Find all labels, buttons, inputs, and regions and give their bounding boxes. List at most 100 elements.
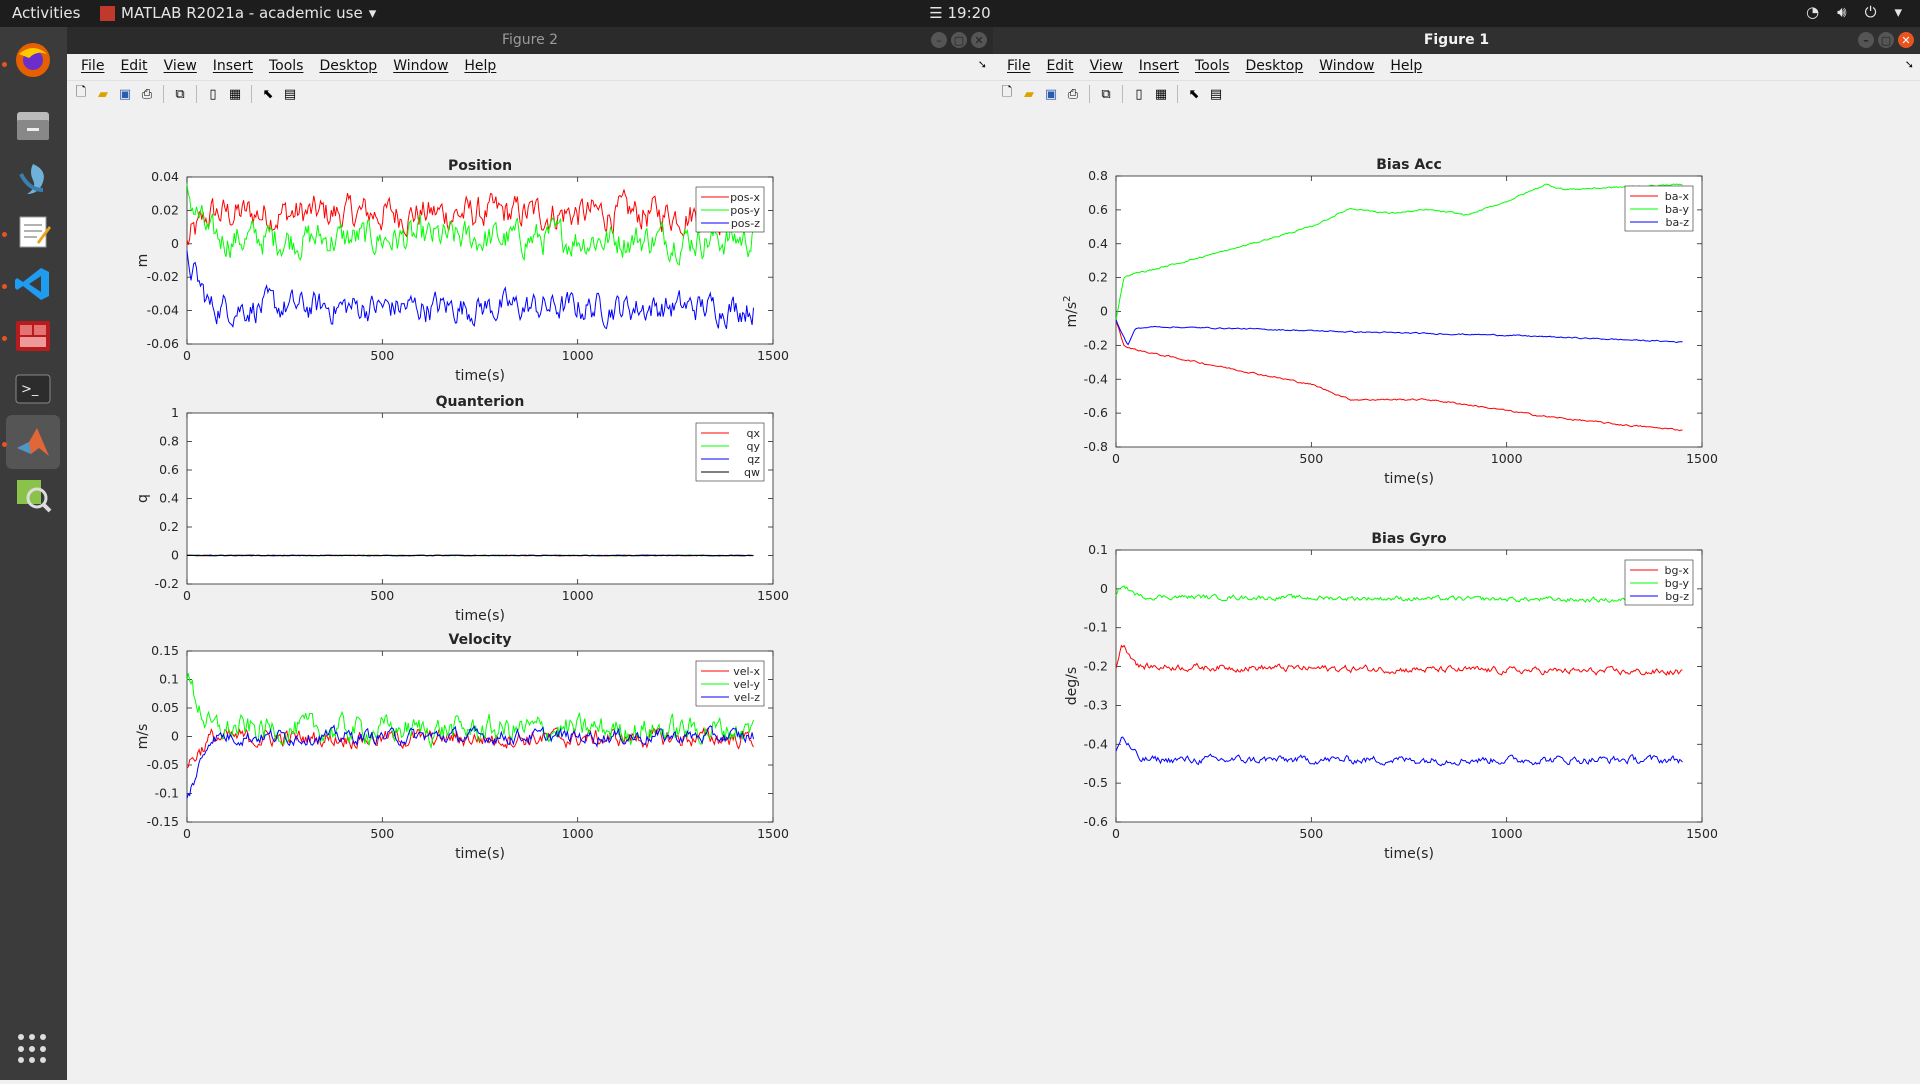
matlab-icon[interactable] bbox=[6, 415, 60, 469]
dock-figure-icon[interactable]: ➘ bbox=[1904, 58, 1914, 71]
app-menu[interactable]: MATLAB R2021a - academic use ▾ bbox=[100, 4, 376, 22]
text-editor-icon[interactable] bbox=[6, 205, 60, 259]
figure-1-titlebar[interactable]: Figure 1 – ▢ ✕ bbox=[993, 27, 1920, 54]
new-figure-icon[interactable]: 🗋 bbox=[75, 85, 87, 100]
minimize-icon[interactable]: – bbox=[931, 32, 947, 48]
show-apps-icon[interactable] bbox=[18, 1034, 48, 1064]
legend-label-pos-z: pos-z bbox=[731, 217, 760, 230]
menu-insert[interactable]: Insert bbox=[212, 58, 253, 74]
close-icon[interactable]: ✕ bbox=[1898, 32, 1914, 48]
edit-plot-icon[interactable]: ⬉ bbox=[262, 86, 274, 102]
image-viewer-icon[interactable] bbox=[6, 467, 60, 521]
menu-help[interactable]: Help bbox=[464, 58, 497, 74]
y-tick-label: -0.5 bbox=[1084, 775, 1108, 790]
y-tick-label: -0.2 bbox=[1084, 659, 1108, 674]
wifi-icon: ◔ bbox=[1806, 3, 1820, 21]
series-line-bg-y bbox=[1115, 585, 1683, 605]
new-figure-icon[interactable]: 🗋 bbox=[1001, 85, 1013, 100]
show-plot-tools-icon[interactable]: ▦ bbox=[1154, 86, 1168, 102]
legend-label-qy: qy bbox=[747, 440, 761, 453]
menu-edit[interactable]: Edit bbox=[120, 58, 148, 74]
show-plot-tools-icon[interactable]: ▦ bbox=[228, 86, 242, 102]
x-tick-label: 0 bbox=[183, 826, 191, 841]
x-axis-label: time(s) bbox=[455, 846, 505, 862]
x-tick-label: 1000 bbox=[562, 826, 594, 841]
menu-tools[interactable]: Tools bbox=[268, 58, 304, 74]
legend-label-bg-y: bg-y bbox=[1665, 577, 1690, 590]
menu-help[interactable]: Help bbox=[1390, 58, 1423, 74]
terminal-icon[interactable]: >_ bbox=[6, 362, 60, 416]
menu-window[interactable]: Window bbox=[393, 58, 449, 74]
series-line-pos-y bbox=[186, 183, 754, 266]
legend-label-ba-z: ba-z bbox=[1666, 216, 1690, 229]
x-tick-label: 1500 bbox=[1686, 826, 1718, 841]
series-line-bg-x bbox=[1115, 644, 1683, 676]
menu-desktop[interactable]: Desktop bbox=[319, 58, 378, 74]
maximize-icon[interactable]: ▢ bbox=[951, 32, 967, 48]
y-tick-label: 0.04 bbox=[151, 169, 179, 184]
close-icon[interactable]: ✕ bbox=[971, 32, 987, 48]
open-file-icon[interactable]: ▰ bbox=[1024, 86, 1034, 102]
minimize-icon[interactable]: – bbox=[1858, 32, 1874, 48]
volume-icon: 🔊︎ bbox=[1837, 3, 1847, 21]
y-axis-label: m/s2 bbox=[1062, 295, 1080, 327]
menu-view[interactable]: View bbox=[163, 58, 197, 74]
menu-desktop[interactable]: Desktop bbox=[1245, 58, 1304, 74]
menu-window[interactable]: Window bbox=[1319, 58, 1375, 74]
menu-file[interactable]: File bbox=[81, 58, 105, 74]
matlab-red-icon[interactable] bbox=[6, 309, 60, 363]
files-icon[interactable] bbox=[6, 99, 60, 153]
series-line-ba-y bbox=[1115, 183, 1683, 321]
clock[interactable]: ☰ 19:20 bbox=[929, 4, 990, 22]
y-tick-label: 0.6 bbox=[159, 462, 179, 477]
figure-2-titlebar[interactable]: Figure 2 – ▢ ✕ bbox=[67, 27, 993, 54]
open-property-inspector-icon[interactable]: ▤ bbox=[1209, 86, 1223, 102]
maximize-icon[interactable]: ▢ bbox=[1878, 32, 1894, 48]
menu-file[interactable]: File bbox=[1007, 58, 1031, 74]
y-tick-label: 0.15 bbox=[151, 643, 179, 658]
figure-1-canvas[interactable]: Bias Acc 0 500 1000 1500 -0.8 -0.6 -0.4 -0.2 0 0.2… bbox=[993, 107, 1920, 1080]
dock-figure-icon[interactable]: ➘ bbox=[977, 58, 987, 71]
open-file-icon[interactable]: ▰ bbox=[98, 86, 108, 102]
y-tick-label: 0.6 bbox=[1088, 202, 1108, 217]
open-property-inspector-icon[interactable]: ▤ bbox=[283, 86, 297, 102]
figure-2-canvas[interactable]: Position 0 500 1000 1500 -0.06 -0.04 -0.02 0 0.02… bbox=[67, 107, 993, 1080]
x-axis-label: time(s) bbox=[1384, 846, 1434, 862]
menu-view[interactable]: View bbox=[1089, 58, 1123, 74]
x-tick-label: 1000 bbox=[562, 348, 594, 363]
menu-edit[interactable]: Edit bbox=[1046, 58, 1074, 74]
legend-label-vel-z: vel-z bbox=[734, 691, 760, 704]
series-line-vel-z bbox=[186, 724, 754, 799]
hide-plot-tools-icon[interactable]: ▯ bbox=[209, 86, 217, 102]
activities-button[interactable]: Activities bbox=[12, 4, 81, 22]
save-icon[interactable]: ▣ bbox=[118, 86, 132, 102]
ide-icon[interactable] bbox=[6, 153, 60, 207]
system-tray[interactable]: ◔ 🔊︎ ⏻ ▾ bbox=[1806, 3, 1902, 21]
y-tick-label: -0.1 bbox=[1084, 620, 1108, 635]
series-line-pos-x bbox=[186, 189, 754, 245]
print-icon[interactable]: ⎙ bbox=[141, 86, 153, 102]
plot-axes-box bbox=[1115, 175, 1703, 448]
x-tick-label: 500 bbox=[1299, 451, 1323, 466]
y-axis-label: deg/s bbox=[1064, 667, 1080, 705]
hide-plot-tools-icon[interactable]: ▯ bbox=[1135, 86, 1143, 102]
firefox-icon[interactable] bbox=[6, 33, 60, 87]
vscode-icon[interactable] bbox=[6, 257, 60, 311]
top-bar: Activities MATLAB R2021a - academic use … bbox=[0, 0, 1920, 27]
link-plot-icon[interactable]: ⧉ bbox=[1101, 86, 1111, 102]
save-icon[interactable]: ▣ bbox=[1044, 86, 1058, 102]
x-tick-label: 500 bbox=[370, 826, 394, 841]
link-plot-icon[interactable]: ⧉ bbox=[175, 86, 185, 102]
clock-text: 19:20 bbox=[947, 4, 991, 22]
y-tick-label: -0.4 bbox=[1084, 371, 1108, 386]
menu-tools[interactable]: Tools bbox=[1194, 58, 1230, 74]
y-tick-label: -0.6 bbox=[1084, 405, 1108, 420]
edit-plot-icon[interactable]: ⬉ bbox=[1188, 86, 1200, 102]
legend-label-qw: qw bbox=[744, 466, 760, 479]
x-tick-label: 0 bbox=[1112, 826, 1120, 841]
app-title: MATLAB R2021a - academic use bbox=[121, 4, 363, 22]
x-tick-label: 500 bbox=[370, 588, 394, 603]
print-icon[interactable]: ⎙ bbox=[1067, 86, 1079, 102]
menu-insert[interactable]: Insert bbox=[1138, 58, 1179, 74]
